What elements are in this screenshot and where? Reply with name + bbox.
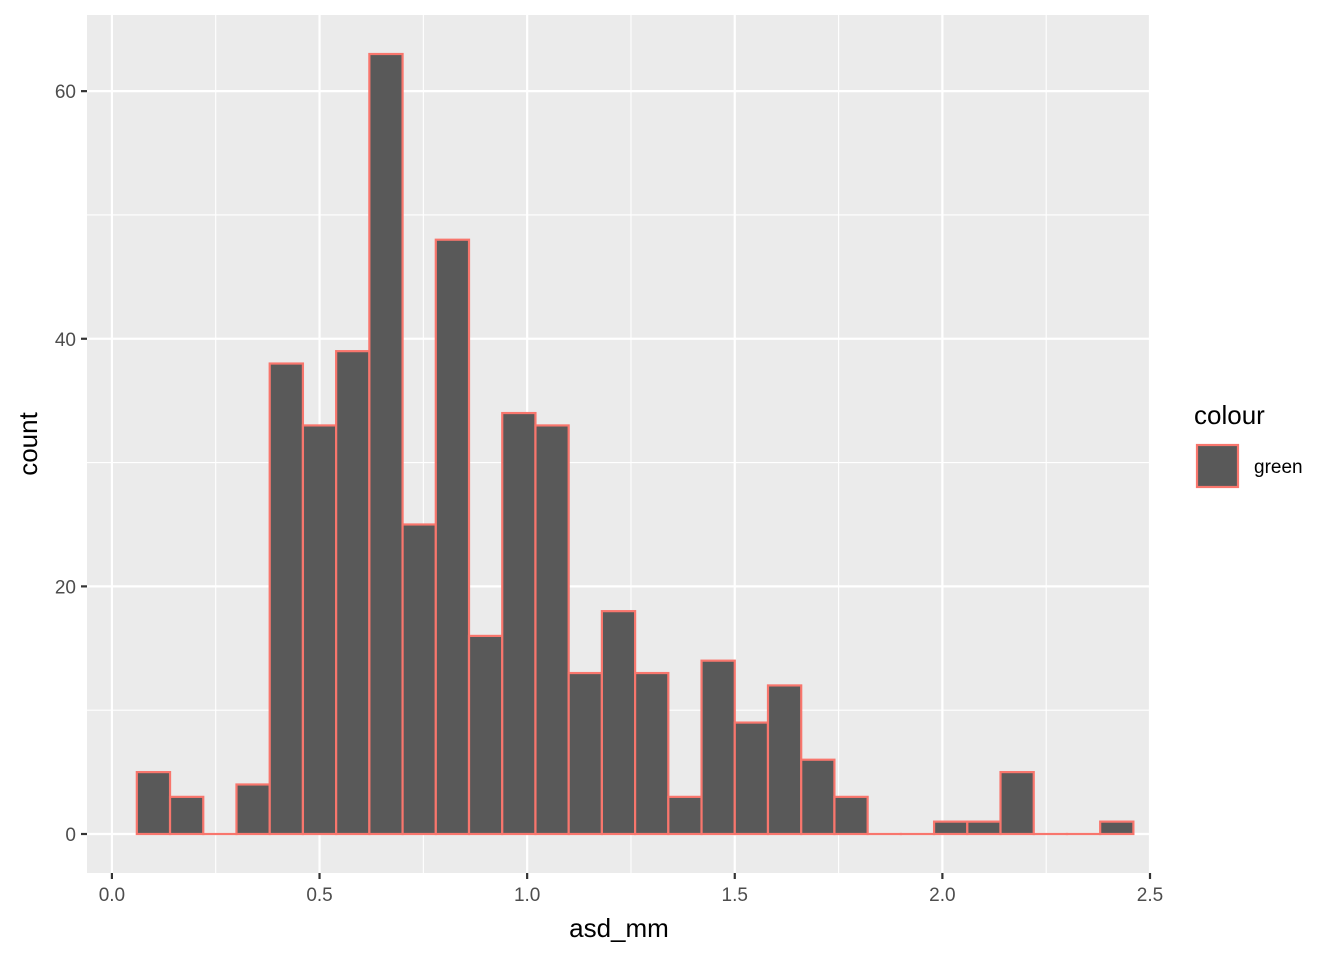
x-tick-label: 0.5	[306, 885, 332, 906]
histogram-bar	[634, 671, 670, 836]
histogram-bar	[1099, 820, 1135, 836]
x-tick-label: 2.5	[1137, 885, 1163, 906]
x-tick-label: 1.5	[722, 885, 748, 906]
histogram-bar	[301, 424, 338, 836]
histogram-bar	[268, 362, 305, 836]
histogram-bar	[235, 783, 271, 836]
histogram-bar	[966, 820, 1002, 836]
histogram-bars	[135, 52, 1135, 836]
histogram-bar	[800, 758, 836, 836]
histogram-bar	[667, 795, 703, 836]
histogram-bar	[335, 350, 371, 836]
y-tick-label: 20	[55, 577, 76, 598]
y-tick-label: 40	[55, 330, 76, 351]
histogram-bar	[135, 770, 172, 836]
histogram-bar	[368, 52, 404, 836]
histogram-bar	[467, 634, 504, 836]
x-axis: 0.0 0.5 1.0 1.5 2.0 2.5	[99, 873, 1163, 906]
legend-key-swatch	[1195, 443, 1240, 489]
histogram-bar	[534, 424, 570, 836]
histogram-bar	[999, 770, 1035, 836]
x-axis-title: asd_mm	[569, 913, 669, 943]
histogram-bar	[600, 610, 637, 836]
histogram-bar	[168, 795, 205, 836]
legend-title: colour	[1194, 400, 1265, 430]
x-tick-label: 2.0	[929, 885, 955, 906]
histogram-bar	[501, 411, 537, 836]
legend: colour green	[1194, 400, 1303, 489]
y-axis: 0 20 40 60	[55, 82, 87, 846]
histogram-bar	[932, 820, 969, 836]
x-tick-label: 0.0	[99, 885, 125, 906]
y-axis-title: count	[13, 411, 43, 475]
x-tick-label: 1.0	[514, 885, 540, 906]
histogram-bar	[766, 684, 803, 836]
y-tick-label: 0	[65, 825, 76, 846]
histogram-bar	[833, 795, 869, 836]
y-tick-label: 60	[55, 82, 76, 103]
legend-label-green: green	[1254, 457, 1303, 478]
histogram-bar	[434, 238, 471, 836]
histogram-bar	[700, 659, 736, 836]
histogram-bar	[567, 671, 603, 836]
histogram-bar	[733, 721, 770, 836]
histogram-bar	[401, 523, 437, 836]
